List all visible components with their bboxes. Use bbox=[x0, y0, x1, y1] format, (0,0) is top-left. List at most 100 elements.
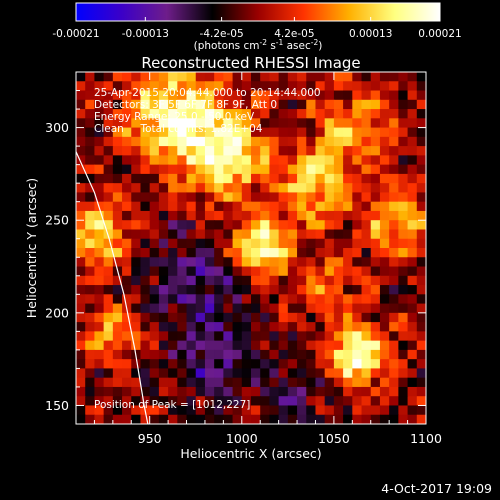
heatmap-cell bbox=[297, 118, 307, 129]
heatmap-cell bbox=[416, 210, 426, 221]
heatmap-cell bbox=[131, 359, 142, 370]
x-axis-label: Heliocentric X (arcsec) bbox=[180, 446, 321, 461]
heatmap-cell bbox=[306, 173, 317, 184]
heatmap-cell bbox=[306, 229, 317, 240]
heatmap-cell bbox=[251, 396, 261, 407]
heatmap-cell bbox=[103, 359, 114, 370]
heatmap-cell bbox=[122, 285, 132, 295]
heatmap-cell bbox=[214, 173, 224, 184]
heatmap-cell bbox=[168, 414, 178, 424]
heatmap-cell bbox=[370, 201, 381, 212]
heatmap-cell bbox=[168, 294, 178, 305]
heatmap-cell bbox=[186, 349, 197, 360]
heatmap-cell bbox=[195, 127, 206, 138]
heatmap-cell bbox=[168, 322, 178, 332]
colorbar-tick-label: -0.00013 bbox=[122, 28, 169, 40]
heatmap-cell bbox=[76, 99, 86, 110]
heatmap-cell bbox=[158, 266, 169, 277]
colorbar-tick-label: 0.00021 bbox=[418, 28, 461, 40]
heatmap-cell bbox=[370, 173, 381, 184]
heatmap-cell bbox=[103, 118, 114, 129]
heatmap-cell bbox=[398, 266, 409, 277]
heatmap-cell bbox=[94, 81, 105, 92]
heatmap-cell bbox=[186, 72, 197, 82]
heatmap-cell bbox=[204, 155, 215, 166]
heatmap-cell bbox=[232, 257, 243, 268]
heatmap-cell bbox=[398, 118, 409, 129]
heatmap-cell bbox=[370, 377, 381, 388]
heatmap-cell bbox=[112, 386, 123, 397]
heatmap-cell bbox=[94, 285, 105, 295]
heatmap-cell bbox=[131, 183, 142, 194]
heatmap-cell bbox=[352, 210, 363, 221]
heatmap-cell bbox=[241, 368, 252, 379]
heatmap-cell bbox=[232, 359, 243, 370]
heatmap-cell bbox=[223, 386, 234, 397]
heatmap-cell bbox=[149, 331, 160, 342]
heatmap-cell bbox=[416, 275, 426, 286]
heatmap-cell bbox=[195, 164, 206, 175]
heatmap-cell bbox=[177, 340, 188, 351]
heatmap-cell bbox=[379, 81, 390, 92]
heatmap-cell bbox=[223, 359, 234, 370]
heatmap-cell bbox=[94, 109, 105, 119]
heatmap-cell bbox=[343, 127, 353, 138]
heatmap-cell bbox=[158, 349, 169, 360]
heatmap-cell bbox=[214, 229, 224, 240]
heatmap-cell bbox=[140, 192, 151, 203]
heatmap-cell bbox=[177, 136, 188, 147]
heatmap-cell bbox=[223, 285, 234, 295]
y-axis-label: Heliocentric Y (arcsec) bbox=[24, 178, 39, 318]
heatmap-cell bbox=[379, 294, 390, 305]
heatmap-cell bbox=[361, 192, 372, 203]
heatmap-cell bbox=[251, 146, 261, 156]
x-tick-label: 1100 bbox=[410, 431, 442, 446]
heatmap-cell bbox=[306, 238, 317, 249]
heatmap-cell bbox=[389, 146, 399, 156]
heatmap-cell bbox=[260, 340, 271, 351]
heatmap-cell bbox=[306, 349, 317, 360]
heatmap-cell bbox=[168, 146, 178, 156]
heatmap-cell bbox=[379, 340, 390, 351]
heatmap-cell bbox=[168, 220, 178, 231]
heatmap-cell bbox=[232, 303, 243, 314]
heatmap-cell bbox=[204, 275, 215, 286]
heatmap-cell bbox=[76, 248, 86, 258]
heatmap-cell bbox=[398, 81, 409, 92]
heatmap-cell bbox=[149, 118, 160, 129]
heatmap-cell bbox=[149, 192, 160, 203]
heatmap-cell bbox=[278, 164, 289, 175]
heatmap-cell bbox=[343, 173, 353, 184]
heatmap-cell bbox=[223, 377, 234, 388]
heatmap-cell bbox=[269, 146, 280, 156]
heatmap-cell bbox=[260, 99, 271, 110]
heatmap-cell bbox=[379, 414, 390, 424]
heatmap-cell bbox=[232, 275, 243, 286]
heatmap-cell bbox=[389, 396, 399, 407]
heatmap-cell bbox=[131, 229, 142, 240]
heatmap-cell bbox=[333, 192, 344, 203]
heatmap-cell bbox=[149, 109, 160, 119]
heatmap-cell bbox=[251, 109, 261, 119]
heatmap-cell bbox=[370, 118, 381, 129]
heatmap-cell bbox=[315, 285, 326, 295]
heatmap-cell bbox=[297, 368, 307, 379]
heatmap-cell bbox=[94, 396, 105, 407]
heatmap-cell bbox=[204, 201, 215, 212]
heatmap-cell bbox=[260, 72, 271, 82]
heatmap-cell bbox=[278, 183, 289, 194]
heatmap-cell bbox=[389, 155, 399, 166]
heatmap-cell bbox=[122, 90, 132, 101]
heatmap-cell bbox=[361, 414, 372, 424]
heatmap-cell bbox=[122, 377, 132, 388]
heatmap-cell bbox=[352, 312, 363, 323]
heatmap-cell bbox=[315, 155, 326, 166]
heatmap-cell bbox=[103, 183, 114, 194]
heatmap-cell bbox=[352, 99, 363, 110]
heatmap-cell bbox=[398, 146, 409, 156]
heatmap-cell bbox=[214, 349, 224, 360]
heatmap-cell bbox=[112, 359, 123, 370]
heatmap-cell bbox=[94, 340, 105, 351]
heatmap-cell bbox=[214, 118, 224, 129]
heatmap-cell bbox=[195, 81, 206, 92]
